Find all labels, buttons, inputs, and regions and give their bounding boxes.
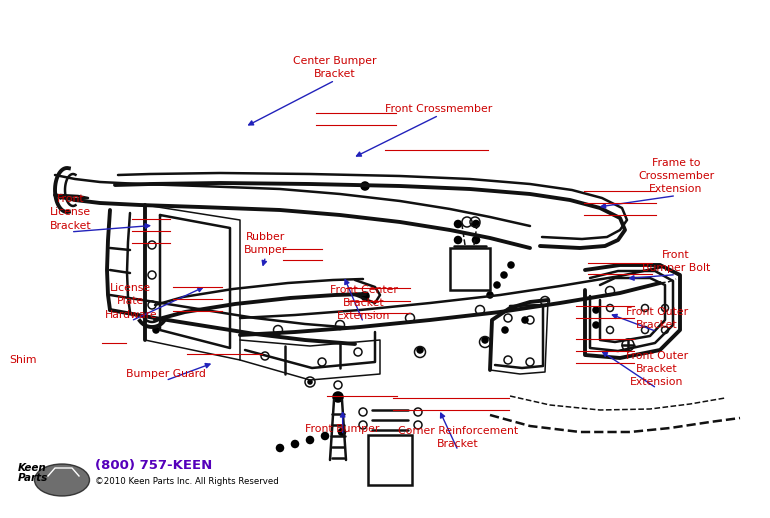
Text: Front Crossmember: Front Crossmember: [385, 104, 493, 114]
Circle shape: [487, 292, 493, 298]
Circle shape: [454, 237, 461, 243]
Circle shape: [306, 437, 313, 443]
Circle shape: [502, 327, 508, 333]
Circle shape: [501, 272, 507, 278]
Circle shape: [276, 444, 283, 452]
Text: Front Outer
Bracket
Extension: Front Outer Bracket Extension: [626, 351, 688, 387]
Text: Shim: Shim: [9, 355, 37, 365]
Text: Rubber
Bumper: Rubber Bumper: [244, 232, 287, 255]
Bar: [368, 435, 412, 485]
Circle shape: [473, 237, 480, 243]
Circle shape: [322, 433, 329, 439]
Circle shape: [333, 392, 343, 402]
Text: Corner Reinforcement
Bracket: Corner Reinforcement Bracket: [398, 426, 518, 449]
Text: Bumper Guard: Bumper Guard: [126, 369, 206, 379]
Ellipse shape: [35, 464, 89, 496]
Text: Front
License
Bracket: Front License Bracket: [50, 194, 92, 231]
Text: Front
Bumper Bolt: Front Bumper Bolt: [642, 250, 710, 273]
Bar: [450, 248, 490, 290]
Text: Frame to
Crossmember
Extension: Frame to Crossmember Extension: [638, 158, 714, 194]
Circle shape: [292, 440, 299, 448]
Circle shape: [361, 292, 369, 300]
Circle shape: [522, 317, 528, 323]
Text: Center Bumper
Bracket: Center Bumper Bracket: [293, 56, 377, 79]
Circle shape: [153, 327, 159, 333]
Circle shape: [454, 221, 461, 227]
Text: License
Plate
Hardware: License Plate Hardware: [105, 283, 157, 320]
Circle shape: [508, 262, 514, 268]
Circle shape: [361, 182, 369, 190]
Circle shape: [482, 337, 488, 343]
Circle shape: [593, 307, 599, 313]
Text: (800) 757-KEEN: (800) 757-KEEN: [95, 459, 213, 472]
Circle shape: [339, 428, 346, 436]
Text: Front Bumper: Front Bumper: [306, 424, 380, 434]
Circle shape: [473, 221, 480, 227]
Circle shape: [308, 380, 312, 384]
Circle shape: [593, 322, 599, 328]
Circle shape: [417, 347, 423, 353]
Text: Keen
Parts: Keen Parts: [18, 464, 49, 483]
Circle shape: [494, 282, 500, 288]
Text: ©2010 Keen Parts Inc. All Rights Reserved: ©2010 Keen Parts Inc. All Rights Reserve…: [95, 478, 279, 486]
Text: Front Outer
Bracket: Front Outer Bracket: [626, 307, 688, 330]
Text: Front Center
Bracket
Extension: Front Center Bracket Extension: [330, 285, 397, 321]
